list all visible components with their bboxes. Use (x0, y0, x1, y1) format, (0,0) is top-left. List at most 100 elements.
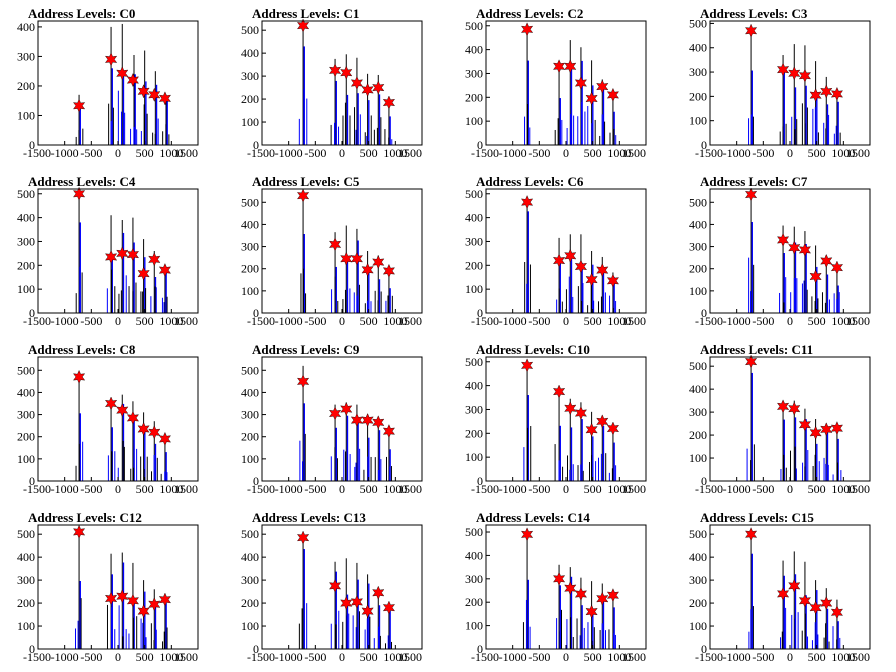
peak-marker (820, 84, 833, 99)
x-tick-label: 500 (808, 482, 826, 496)
x-tick-label: 1000 (159, 146, 183, 160)
peak-marker (361, 413, 374, 428)
peak-marker (297, 188, 310, 203)
peak-marker (606, 273, 619, 288)
peak-marker (521, 358, 534, 373)
peak-marker (73, 98, 86, 113)
y-tick-label: 100 (241, 115, 259, 129)
y-tick-label: 200 (241, 262, 259, 276)
x-tick-label: -1500 (695, 482, 723, 496)
panel-13: Address Levels: C13 0 100 200 300 400 500 -1500… (241, 510, 423, 664)
x-tick-label: 1500 (846, 146, 870, 160)
x-tick-label: 0 (115, 146, 121, 160)
x-tick-label: -1500 (247, 650, 275, 664)
peak-marker (553, 384, 566, 399)
x-tick-label: 0 (787, 314, 793, 328)
x-tick-label: 1500 (846, 482, 870, 496)
y-tick-label: 400 (465, 211, 483, 225)
y-tick-label: 0 (29, 306, 35, 320)
y-tick-label: 500 (465, 19, 483, 33)
y-tick-label: 100 (689, 114, 707, 128)
peak-marker (126, 410, 139, 425)
x-tick-label: -1000 (499, 650, 527, 664)
peak-marker (830, 86, 843, 101)
peak-marker (361, 82, 374, 97)
x-tick-label: 500 (808, 314, 826, 328)
peak-marker (585, 91, 598, 106)
x-tick-label: -1000 (275, 650, 303, 664)
panel-9: Address Levels: C90100200300400500-1500-… (241, 342, 423, 496)
y-tick-label: 100 (241, 452, 259, 466)
y-tick-label: 300 (689, 405, 707, 419)
y-tick-label: 0 (29, 138, 35, 152)
y-tick-label: 300 (241, 240, 259, 254)
y-tick-label: 300 (689, 65, 707, 79)
peak-marker (564, 401, 577, 416)
x-tick-label: 0 (339, 650, 345, 664)
peak-marker (596, 414, 609, 429)
peak-marker (297, 530, 310, 545)
y-tick-label: 300 (689, 573, 707, 587)
peak-marker (148, 252, 161, 267)
x-tick-label: -1000 (499, 146, 527, 160)
panel-4: Address Levels: C40100200300400500-1500-… (17, 174, 199, 328)
y-tick-label: 400 (465, 379, 483, 393)
peak-marker (73, 186, 86, 201)
peak-marker (116, 403, 129, 418)
peak-marker (148, 425, 161, 440)
x-tick-label: -1500 (471, 314, 499, 328)
y-tick-label: 400 (17, 211, 35, 225)
x-tick-label: 1000 (159, 314, 183, 328)
x-tick-label: -500 (304, 482, 326, 496)
x-tick-label: -1000 (723, 314, 751, 328)
x-tick-label: 1500 (846, 650, 870, 664)
x-tick-label: -500 (752, 146, 774, 160)
y-tick-label: 200 (241, 92, 259, 106)
y-tick-label: 500 (465, 355, 483, 369)
x-tick-label: -1000 (499, 314, 527, 328)
peak-marker (585, 604, 598, 619)
x-tick-label: 500 (808, 650, 826, 664)
x-tick-label: -500 (80, 482, 102, 496)
y-tick-label: 100 (465, 619, 483, 633)
x-tick-label: 1500 (398, 146, 422, 160)
y-tick-label: 400 (241, 217, 259, 231)
x-tick-label: -500 (528, 650, 550, 664)
x-tick-label: 1000 (831, 482, 855, 496)
peak-marker (596, 79, 609, 94)
x-tick-label: -1500 (23, 314, 51, 328)
peak-marker (553, 59, 566, 74)
x-tick-label: 1000 (383, 314, 407, 328)
x-tick-label: 1000 (383, 146, 407, 160)
x-tick-label: 0 (339, 482, 345, 496)
y-tick-label: 100 (17, 282, 35, 296)
panel-15: Address Levels: C15 0 100 200 300 400 500 -1500… (689, 510, 871, 664)
peak-marker (606, 421, 619, 436)
y-tick-label: 100 (465, 114, 483, 128)
x-tick-label: -1000 (499, 482, 527, 496)
x-tick-label: -500 (80, 650, 102, 664)
peak-marker (350, 413, 363, 428)
y-tick-label: 200 (17, 258, 35, 272)
panel-title: Address Levels: C14 (476, 510, 590, 525)
y-tick-label: 100 (241, 284, 259, 298)
x-tick-label: 500 (360, 650, 378, 664)
peak-marker (340, 596, 353, 611)
peak-marker (340, 65, 353, 80)
x-tick-label: 1500 (622, 146, 646, 160)
peak-marker (574, 406, 587, 421)
y-tick-label: 0 (253, 474, 259, 488)
peak-marker (361, 262, 374, 277)
x-tick-label: 1000 (607, 482, 631, 496)
x-tick-label: 1500 (846, 314, 870, 328)
peak-marker (596, 263, 609, 278)
peak-marker (137, 84, 150, 99)
x-tick-label: 500 (360, 146, 378, 160)
peak-marker (372, 585, 385, 600)
x-tick-label: -500 (80, 314, 102, 328)
y-tick-label: 400 (689, 217, 707, 231)
panel-2: Address Levels: C20100200300400500-1500-… (465, 6, 647, 160)
peak-marker (340, 402, 353, 417)
x-tick-label: -1500 (471, 146, 499, 160)
peak-marker (382, 263, 395, 278)
